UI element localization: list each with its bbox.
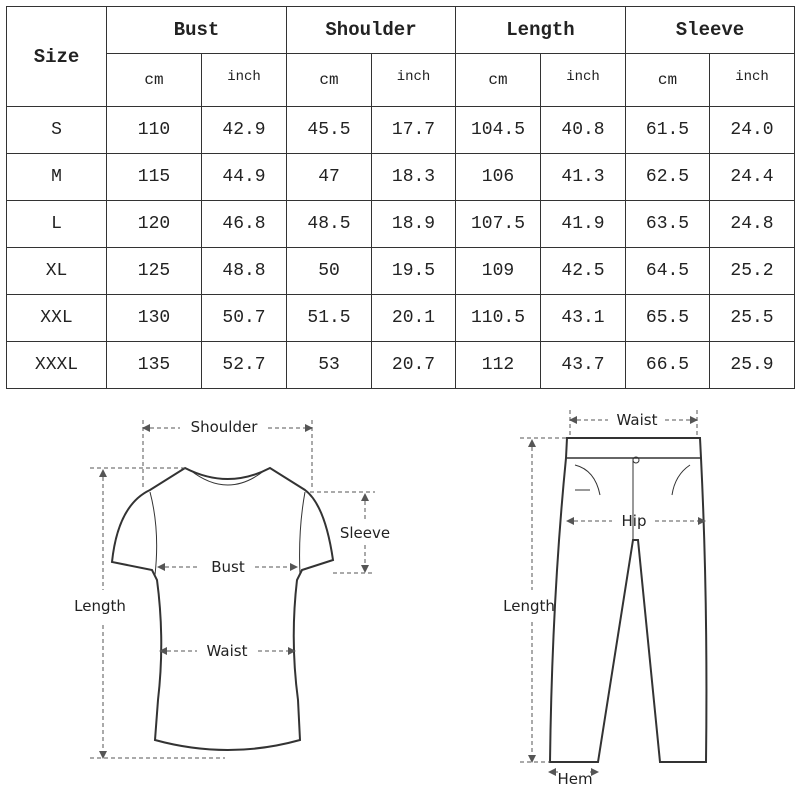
measurement-cell: 51.5: [286, 294, 372, 342]
measurement-cell: 110.5: [455, 294, 541, 342]
hem-label: Hem: [557, 770, 592, 788]
sleeve-seams: [149, 491, 306, 576]
measurement-cell: 20.7: [371, 341, 456, 389]
pants-length-label: Length: [503, 597, 555, 615]
size-cell: S: [6, 106, 107, 154]
pants-diagram: [548, 437, 708, 763]
measurement-cell: 46.8: [201, 200, 287, 248]
shirt-measure-lines: [90, 420, 375, 759]
measurement-cell: 130: [106, 294, 202, 342]
pants-details: [574, 458, 691, 540]
measurement-cell: 42.9: [201, 106, 287, 154]
measurement-cell: 20.1: [371, 294, 456, 342]
measurement-cell: 62.5: [625, 153, 710, 201]
size-cell: XXL: [6, 294, 107, 342]
measurement-cell: 24.0: [709, 106, 795, 154]
table-row: XXXL 135 52.7 53 20.7 112 43.7 66.5 25.9: [6, 341, 795, 389]
shirt-outline: [110, 466, 335, 751]
measurement-cell: 135: [106, 341, 202, 389]
pants-waist-label: Waist: [617, 411, 658, 429]
measurement-cell: 112: [455, 341, 541, 389]
measurement-cell: 52.7: [201, 341, 287, 389]
measurement-cell: 66.5: [625, 341, 710, 389]
unit-cm: cm: [455, 53, 541, 107]
measurement-cell: 48.5: [286, 200, 372, 248]
unit-inch: inch: [371, 53, 456, 107]
measurement-cell: 64.5: [625, 247, 710, 295]
measurement-cell: 104.5: [455, 106, 541, 154]
measurement-cell: 106: [455, 153, 541, 201]
pants-measure-lines: [520, 410, 706, 776]
measurement-cell: 50: [286, 247, 372, 295]
measurement-cell: 41.3: [540, 153, 626, 201]
measurement-cell: 24.8: [709, 200, 795, 248]
shirt-length-label: Length: [74, 597, 126, 615]
sleeve-header: Sleeve: [625, 6, 795, 54]
measurement-cell: 25.2: [709, 247, 795, 295]
measurement-cell: 24.4: [709, 153, 795, 201]
measurement-cell: 125: [106, 247, 202, 295]
measurement-cell: 43.7: [540, 341, 626, 389]
length-header: Length: [455, 6, 626, 54]
measurement-cell: 18.3: [371, 153, 456, 201]
measurement-cell: 120: [106, 200, 202, 248]
measurement-cell: 45.5: [286, 106, 372, 154]
measurement-cell: 50.7: [201, 294, 287, 342]
measurement-cell: 65.5: [625, 294, 710, 342]
table-row: L 120 46.8 48.5 18.9 107.5 41.9 63.5 24.8: [6, 200, 795, 248]
unit-inch: inch: [201, 53, 287, 107]
size-header: Size: [6, 6, 107, 107]
unit-cm: cm: [625, 53, 710, 107]
measurement-cell: 41.9: [540, 200, 626, 248]
shoulder-label: Shoulder: [191, 418, 259, 436]
table-row: XL 125 48.8 50 19.5 109 42.5 64.5 25.2: [6, 247, 795, 295]
measurement-cell: 18.9: [371, 200, 456, 248]
measurement-cell: 40.8: [540, 106, 626, 154]
unit-inch: inch: [709, 53, 795, 107]
bust-label: Bust: [211, 558, 245, 576]
measurement-cell: 17.7: [371, 106, 456, 154]
hip-label: Hip: [622, 512, 647, 530]
shirt-waist-label: Waist: [207, 642, 248, 660]
measurement-cell: 107.5: [455, 200, 541, 248]
unit-cm: cm: [286, 53, 372, 107]
bust-header: Bust: [106, 6, 287, 54]
size-cell: XL: [6, 247, 107, 295]
shirt-diagram: [110, 466, 335, 751]
size-cell: XXXL: [6, 341, 107, 389]
unit-inch: inch: [540, 53, 626, 107]
measurement-cell: 43.1: [540, 294, 626, 342]
measurement-cell: 25.9: [709, 341, 795, 389]
measurement-cell: 53: [286, 341, 372, 389]
measurement-cell: 48.8: [201, 247, 287, 295]
table-row: M 115 44.9 47 18.3 106 41.3 62.5 24.4: [6, 153, 795, 201]
shirt-collar: [189, 469, 266, 486]
table-row: XXL 130 50.7 51.5 20.1 110.5 43.1 65.5 25.5: [6, 294, 795, 342]
measurement-cell: 115: [106, 153, 202, 201]
sleeve-label: Sleeve: [340, 524, 390, 542]
size-table: Size Bust Shoulder Length Sleeve cm inch…: [6, 6, 795, 389]
measurement-cell: 109: [455, 247, 541, 295]
pants-outline: [548, 437, 708, 763]
